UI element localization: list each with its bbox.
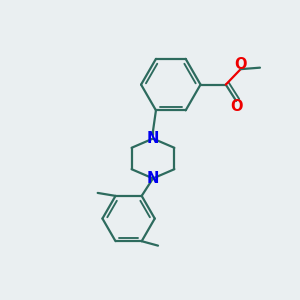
Text: O: O — [230, 98, 243, 113]
Text: N: N — [147, 171, 159, 186]
Text: N: N — [147, 131, 159, 146]
Text: O: O — [234, 57, 247, 72]
